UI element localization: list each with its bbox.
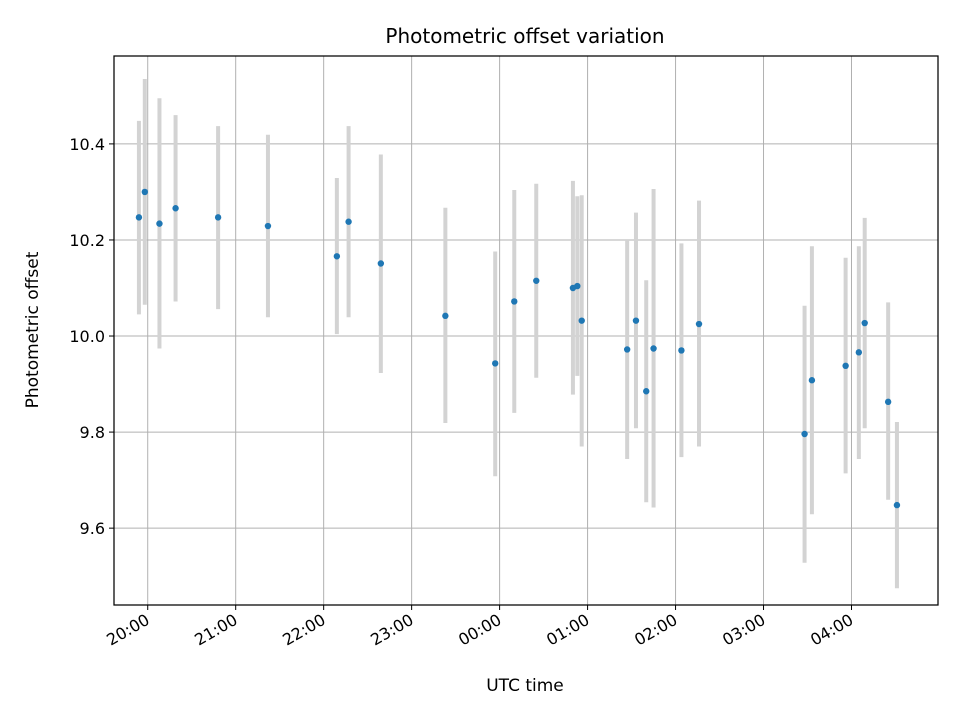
data-point	[678, 347, 685, 354]
x-tick-label: 23:00	[367, 610, 416, 650]
data-point	[650, 345, 657, 352]
data-point	[801, 430, 808, 438]
data-point	[333, 253, 341, 260]
data-point	[141, 188, 148, 196]
data-point	[643, 388, 650, 395]
data-point	[893, 501, 901, 509]
x-tick-label: 22:00	[279, 610, 328, 650]
data-point	[214, 214, 222, 221]
data-point	[842, 362, 849, 370]
y-tick-label: 9.8	[80, 423, 105, 442]
y-gridlines	[114, 143, 938, 529]
x-tick-label: 00:00	[455, 610, 504, 650]
x-tick-label: 20:00	[103, 610, 152, 650]
data-point	[623, 346, 631, 353]
data-point	[884, 398, 892, 406]
data-point	[632, 317, 640, 324]
data-point	[135, 214, 143, 221]
x-tick-label: 04:00	[807, 610, 856, 650]
x-tick-label: 01:00	[543, 610, 592, 650]
y-axis-ticks: 9.6 9.8 10.0 10.2 10.4	[69, 135, 114, 538]
plot-frame	[113, 55, 939, 606]
data-point	[855, 349, 863, 356]
data-point	[533, 277, 540, 284]
y-tick-label: 10.4	[69, 135, 105, 154]
data-point	[442, 312, 449, 320]
data-point	[808, 377, 816, 384]
y-axis-title: Photometric offset	[23, 251, 43, 408]
data-point	[861, 319, 868, 327]
data-point	[172, 205, 179, 212]
data-point	[264, 222, 272, 230]
x-tick-label: 03:00	[719, 610, 768, 650]
data-point	[578, 317, 585, 324]
data-point	[511, 298, 518, 305]
x-tick-label: 02:00	[631, 610, 680, 650]
chart-title: Photometric offset variation	[385, 24, 664, 48]
data-point	[345, 218, 352, 225]
y-tick-label: 9.6	[80, 519, 105, 538]
x-axis-ticks: 20:00 21:00 22:00 23:00 00:00 01:00 02:00 03:00…	[103, 605, 856, 650]
y-tick-label: 10.2	[69, 231, 105, 250]
x-tick-label: 21:00	[191, 610, 240, 650]
data-point	[377, 260, 385, 267]
y-tick-label: 10.0	[69, 327, 105, 346]
x-axis-title: UTC time	[486, 676, 564, 696]
x-gridlines	[147, 56, 852, 605]
data-points	[135, 188, 901, 509]
data-point	[695, 320, 703, 328]
data-point	[156, 220, 163, 227]
data-point	[574, 282, 581, 290]
error-bars	[136, 79, 899, 589]
data-point	[492, 360, 499, 367]
